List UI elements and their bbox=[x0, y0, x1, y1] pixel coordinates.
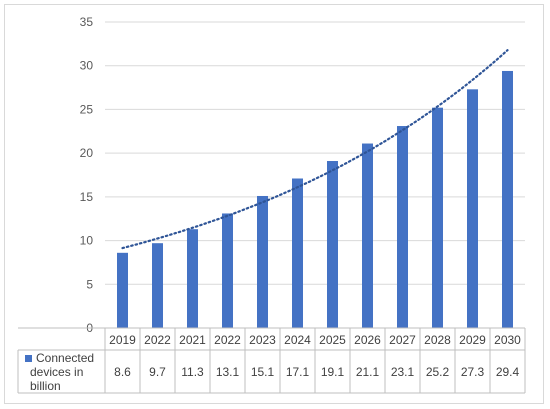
legend-key bbox=[25, 355, 32, 362]
x-category-label: 2019 bbox=[109, 333, 136, 347]
x-category-label: 2028 bbox=[424, 333, 451, 347]
data-table-value: 11.3 bbox=[181, 365, 204, 379]
x-category-label: 2026 bbox=[354, 333, 381, 347]
x-category-label: 2030 bbox=[494, 333, 521, 347]
data-table-value: 23.1 bbox=[391, 365, 415, 379]
data-table-value: 29.4 bbox=[496, 365, 520, 379]
y-tick-label: 30 bbox=[80, 59, 94, 73]
y-tick-label: 20 bbox=[80, 146, 94, 160]
legend-series-name: billion bbox=[30, 379, 61, 393]
x-category-label: 2024 bbox=[284, 333, 311, 347]
data-table-value: 19.1 bbox=[321, 365, 345, 379]
y-tick-label: 10 bbox=[80, 234, 94, 248]
bar bbox=[432, 107, 443, 329]
x-category-label: 2021 bbox=[179, 333, 206, 347]
data-table-value: 17.1 bbox=[286, 365, 310, 379]
bar bbox=[467, 89, 478, 328]
chart-frame bbox=[4, 4, 544, 404]
x-category-label: 2022 bbox=[144, 333, 171, 347]
data-table-value: 8.6 bbox=[114, 365, 131, 379]
x-category-label: 2029 bbox=[459, 333, 486, 347]
data-table-value: 15.1 bbox=[251, 365, 275, 379]
bar bbox=[502, 70, 513, 329]
bar bbox=[257, 195, 268, 328]
x-category-label: 2027 bbox=[389, 333, 416, 347]
legend-series-name: Connected bbox=[36, 351, 94, 365]
y-tick-label: 35 bbox=[80, 15, 94, 29]
data-table-value: 13.1 bbox=[216, 365, 240, 379]
bar bbox=[187, 229, 198, 328]
data-table-value: 9.7 bbox=[149, 365, 166, 379]
data-table-value: 21.1 bbox=[356, 365, 380, 379]
y-tick-label: 5 bbox=[86, 277, 93, 291]
bar bbox=[362, 143, 373, 328]
bar bbox=[292, 178, 303, 328]
data-table-value: 25.2 bbox=[426, 365, 450, 379]
bar bbox=[397, 126, 408, 328]
bar bbox=[327, 161, 338, 328]
x-category-label: 2022 bbox=[214, 333, 241, 347]
y-tick-label: 25 bbox=[80, 102, 94, 116]
data-table-value: 27.3 bbox=[461, 365, 485, 379]
y-tick-label: 15 bbox=[80, 190, 94, 204]
x-category-label: 2023 bbox=[249, 333, 276, 347]
bar bbox=[222, 213, 233, 328]
legend-series-name: devices in bbox=[30, 365, 83, 379]
bar bbox=[117, 252, 128, 328]
trendline bbox=[121, 49, 509, 250]
x-category-label: 2025 bbox=[319, 333, 346, 347]
bar bbox=[152, 243, 163, 328]
